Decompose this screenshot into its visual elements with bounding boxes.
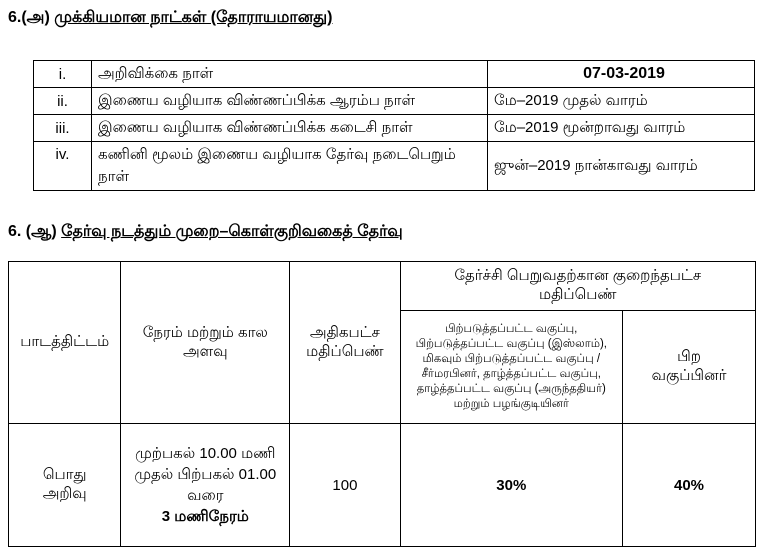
important-dates-table: i. அறிவிக்கை நாள் 07-03-2019 ii. இணைய வழியா… — [33, 60, 755, 191]
header-row: பாடத்திட்டம் நேரம் மற்றும் கால அளவு அதிக… — [7, 261, 757, 424]
table-row: i. அறிவிக்கை நாள் 07-03-2019 — [33, 60, 755, 88]
section-b-title: தேர்வு நடத்தும் முறை–கொள்குறிவகைத் தேர்வ… — [61, 223, 403, 240]
exam-scheme-table: பாடத்திட்டம் நேரம் மற்றும் கால அளவு அதிக… — [7, 261, 757, 547]
section-b-heading: 6. (ஆ) தேர்வு நடத்தும் முறை–கொள்குறிவகைத… — [8, 223, 403, 240]
table-row: பொது அறிவு முற்பகல் 10.00 மணி முதல் பிற்… — [7, 423, 756, 547]
table-row: ii. இணைய வழியாக விண்ணப்பிக்க ஆரம்ப நாள் மே… — [33, 87, 755, 115]
section-a-title: முக்கியமான நாட்கள் (தோராயமானது) — [54, 9, 333, 26]
header-row: பிற்படுத்தப்பட்ட வகுப்பு, பிற்படுத்தப்பட… — [9, 310, 756, 424]
section-a-heading: 6.(அ) முக்கியமான நாட்கள் (தோராயமானது) — [8, 9, 333, 26]
table-row: iv. கணினி மூலம் இணைய வழியாக தேர்வு நடைபெற… — [33, 141, 755, 191]
table-row: iii. இணைய வழியாக விண்ணப்பிக்க கடைசி நாள் ம… — [33, 114, 755, 142]
